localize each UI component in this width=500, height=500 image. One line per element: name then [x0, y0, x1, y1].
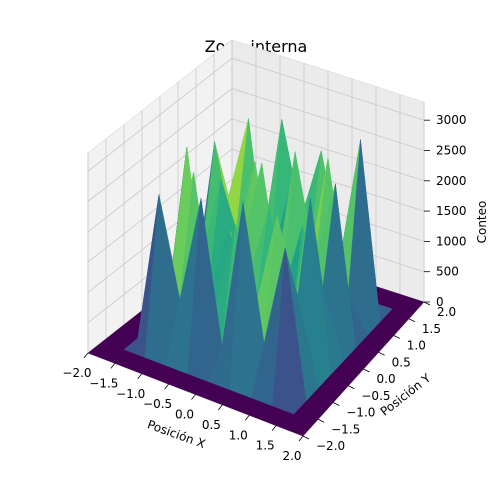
x-tick-label: 1.0 — [229, 428, 248, 442]
y-tick-label: 1.0 — [407, 339, 426, 353]
x-tick-mark — [244, 415, 250, 421]
x-tick-mark — [191, 394, 196, 400]
x-tick-mark — [298, 435, 304, 442]
y-tick-mark — [333, 402, 340, 406]
grid-line-z — [87, 88, 425, 202]
z-tick-label: 3000 — [436, 113, 467, 127]
z-tick-label: 2500 — [436, 143, 467, 157]
grid-line-z — [87, 57, 425, 172]
y-tick-mark — [378, 351, 385, 356]
x-tick-mark — [137, 373, 143, 379]
x-tick-mark — [164, 383, 169, 390]
y-tick-label: −1.5 — [331, 422, 360, 436]
y-tick-label: −0.5 — [361, 389, 390, 403]
y-tick-mark — [408, 318, 416, 323]
x-axis-label: Posición X — [145, 417, 207, 451]
x-tick-label: 0.0 — [175, 408, 194, 422]
x-tick-label: 2.0 — [282, 449, 301, 463]
y-tick-mark — [317, 418, 325, 423]
y-tick-label: −2.0 — [316, 439, 345, 453]
y-tick-mark — [348, 385, 355, 390]
z-tick-label: 0 — [436, 295, 444, 309]
x-tick-label: −2.0 — [62, 366, 91, 380]
x-tick-label: −1.5 — [89, 376, 118, 390]
x-tick-label: 1.5 — [256, 439, 275, 453]
y-tick-label: 2.0 — [437, 305, 456, 319]
surface-facet — [281, 414, 316, 437]
x-tick-mark — [271, 425, 277, 431]
x-tick-mark — [83, 352, 89, 359]
z-axis-label: Conteo — [475, 201, 489, 244]
y-tick-label: −1.0 — [346, 406, 375, 420]
y-tick-label: 0.0 — [377, 372, 396, 386]
z-tick-label: 1500 — [436, 204, 467, 218]
x-tick-mark — [110, 363, 116, 369]
z-tick-label: 1000 — [436, 234, 467, 248]
y-tick-mark — [302, 435, 310, 440]
y-tick-label: 1.5 — [422, 322, 441, 336]
y-tick-label: 0.5 — [392, 355, 411, 369]
z-tick-label: 2000 — [436, 174, 467, 188]
y-tick-mark — [393, 335, 400, 339]
x-tick-mark — [218, 404, 223, 411]
x-tick-label: −1.0 — [116, 387, 145, 401]
x-tick-label: 0.5 — [202, 418, 221, 432]
z-tick-label: 500 — [436, 265, 459, 279]
y-tick-mark — [363, 368, 370, 373]
axes-ticks: −2.0−1.5−1.0−0.50.00.51.01.52.0−2.0−1.5−… — [62, 113, 466, 463]
y-tick-mark — [423, 301, 431, 306]
x-tick-label: −0.5 — [143, 397, 172, 411]
surface-plot — [87, 118, 425, 437]
